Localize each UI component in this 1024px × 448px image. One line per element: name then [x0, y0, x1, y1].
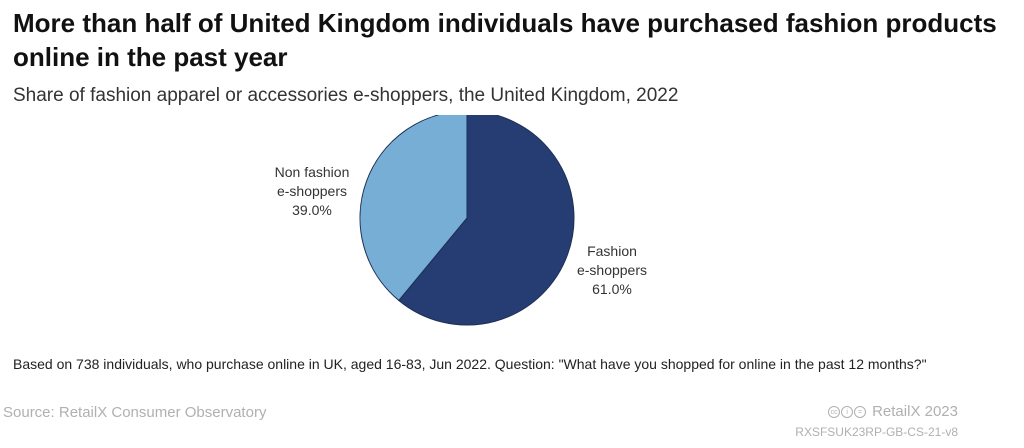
slice-label: Non fashion [275, 164, 350, 180]
chart-code: RXSFSUK23RP-GB-CS-21-v8 [795, 425, 958, 439]
slice-label: e-shoppers [277, 183, 347, 199]
pie-slice [398, 115, 575, 326]
source-credit: Source: RetailX Consumer Observatory [3, 404, 267, 421]
chart-title: More than half of United Kingdom individ… [13, 8, 997, 72]
nd-icon: = [854, 405, 867, 418]
chart-subtitle: Share of fashion apparel or accessories … [13, 85, 679, 106]
cc-icon: cc [828, 405, 841, 418]
pie-chart: Fashion e-shoppers 61.0% Non fashion e-shopp… [275, 115, 647, 326]
slice-label: Fashion [587, 243, 637, 259]
slice-value-label: 61.0% [592, 281, 632, 297]
creative-commons-icon: cc i = [828, 405, 867, 418]
pie-slice [359, 115, 468, 302]
chart-note: Based on 738 individuals, who purchase o… [13, 356, 927, 372]
slice-label: e-shoppers [577, 262, 647, 278]
brand-block: cc i = RetailX 2023 [828, 403, 958, 420]
slice-value-label: 39.0% [292, 202, 332, 218]
brand-label: RetailX 2023 [872, 403, 958, 420]
by-icon: i [841, 405, 854, 418]
